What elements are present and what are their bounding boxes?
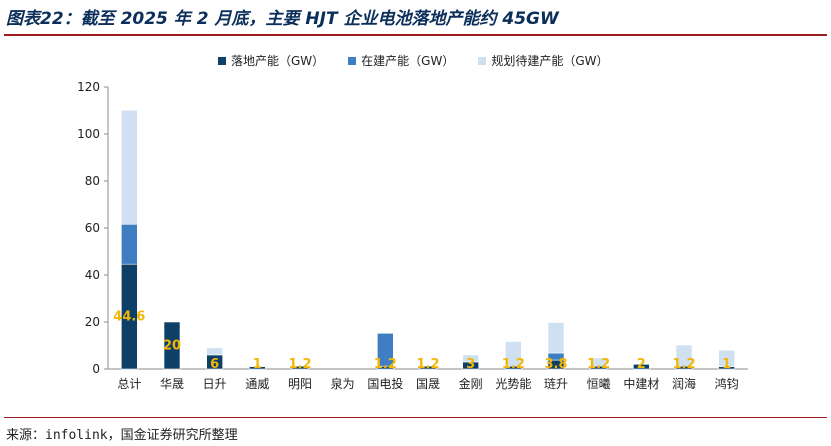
data-label: 44.6: [113, 310, 145, 325]
x-tick-label: 金刚: [459, 376, 483, 391]
data-label: 1.2: [374, 357, 397, 372]
legend-label-building: 在建产能（GW）: [361, 54, 455, 68]
x-tick-label: 光势能: [495, 377, 531, 391]
legend-label-landed: 落地产能（GW）: [231, 54, 325, 68]
bar-segment: [633, 363, 650, 370]
legend-item-landed: 落地产能（GW）: [218, 52, 324, 69]
data-label: 1: [253, 357, 262, 372]
source-note: 来源：infolink，国金证券研究所整理: [6, 428, 238, 443]
title-divider: [4, 34, 827, 36]
bar-segment: [206, 347, 223, 356]
data-label: 2: [637, 357, 646, 372]
data-label: 20: [163, 339, 181, 354]
data-label: 1.2: [587, 357, 610, 372]
bar-segment: [462, 354, 479, 363]
bar-segment: [547, 322, 565, 354]
x-tick-label: 恒曦: [587, 377, 611, 391]
x-tick-label: 国电投: [367, 376, 403, 391]
x-tick-label: 琏升: [544, 377, 568, 391]
x-tick-label: 润海: [672, 376, 696, 391]
bar-segment: [675, 344, 693, 367]
footer-divider: [4, 417, 827, 418]
x-tick-label: 鸿钧: [715, 377, 739, 391]
data-label: 1.2: [416, 357, 439, 372]
legend-swatch-planned: [478, 56, 487, 65]
bar-segment: [419, 365, 437, 370]
data-label: 1.2: [672, 357, 695, 372]
y-tick-label: 120: [77, 80, 100, 94]
y-tick-label: 100: [77, 127, 100, 141]
data-label: 6: [210, 357, 219, 372]
data-label: 3.8: [544, 357, 567, 372]
x-tick-label: 华晟: [160, 377, 184, 391]
x-tick-label: 中建材: [623, 376, 659, 391]
x-tick-label: 明阳: [288, 377, 312, 391]
y-tick-label: 60: [85, 221, 100, 235]
x-tick-label: 国晟: [416, 377, 440, 391]
data-label: 1.2: [288, 357, 311, 372]
y-tick-label: 0: [92, 362, 100, 376]
bar-segment: [505, 341, 522, 367]
chart-title: 图表22：截至 2025 年 2 月底，主要 HJT 企业电池落地产能约 45G…: [6, 9, 559, 29]
bar-segment: [249, 366, 266, 370]
data-label: 1.2: [502, 357, 525, 372]
legend-swatch-building: [348, 56, 357, 65]
chart-legend: 落地产能（GW） 在建产能（GW） 规划待建产能（GW）: [218, 52, 609, 69]
x-tick-label: 通威: [245, 377, 269, 391]
bar-segment: [121, 223, 138, 265]
legend-label-planned: 规划待建产能（GW）: [491, 54, 609, 68]
y-tick-label: 20: [85, 315, 100, 329]
legend-item-building: 在建产能（GW）: [348, 52, 454, 69]
bar-segment: [718, 349, 735, 367]
data-label: 3: [466, 357, 475, 372]
x-tick-label: 总计: [117, 377, 141, 391]
x-tick-label: 泉为: [331, 377, 355, 391]
y-tick-label: 80: [85, 174, 100, 188]
bar-segment: [163, 321, 181, 370]
y-tick-label: 40: [85, 268, 100, 282]
bar-segment: [291, 365, 309, 370]
legend-item-planned: 规划待建产能（GW）: [478, 52, 609, 69]
bar-segment: [377, 332, 394, 367]
data-label: 1: [722, 357, 731, 372]
legend-swatch-landed: [218, 56, 226, 65]
bar-segment: [590, 357, 607, 367]
x-tick-label: 日升: [203, 377, 227, 391]
bar-segment: [121, 109, 138, 225]
